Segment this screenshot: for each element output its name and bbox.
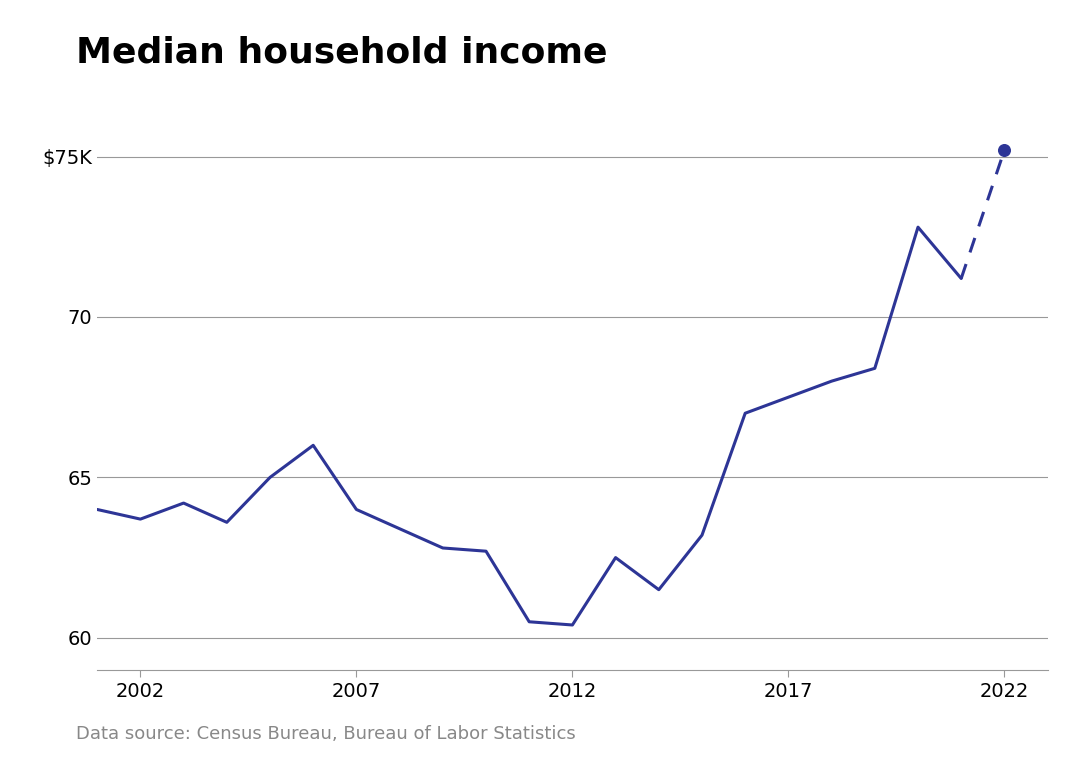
Text: Median household income: Median household income — [76, 35, 607, 69]
Point — [996, 144, 1013, 156]
Text: Data source: Census Bureau, Bureau of Labor Statistics: Data source: Census Bureau, Bureau of La… — [76, 725, 576, 743]
